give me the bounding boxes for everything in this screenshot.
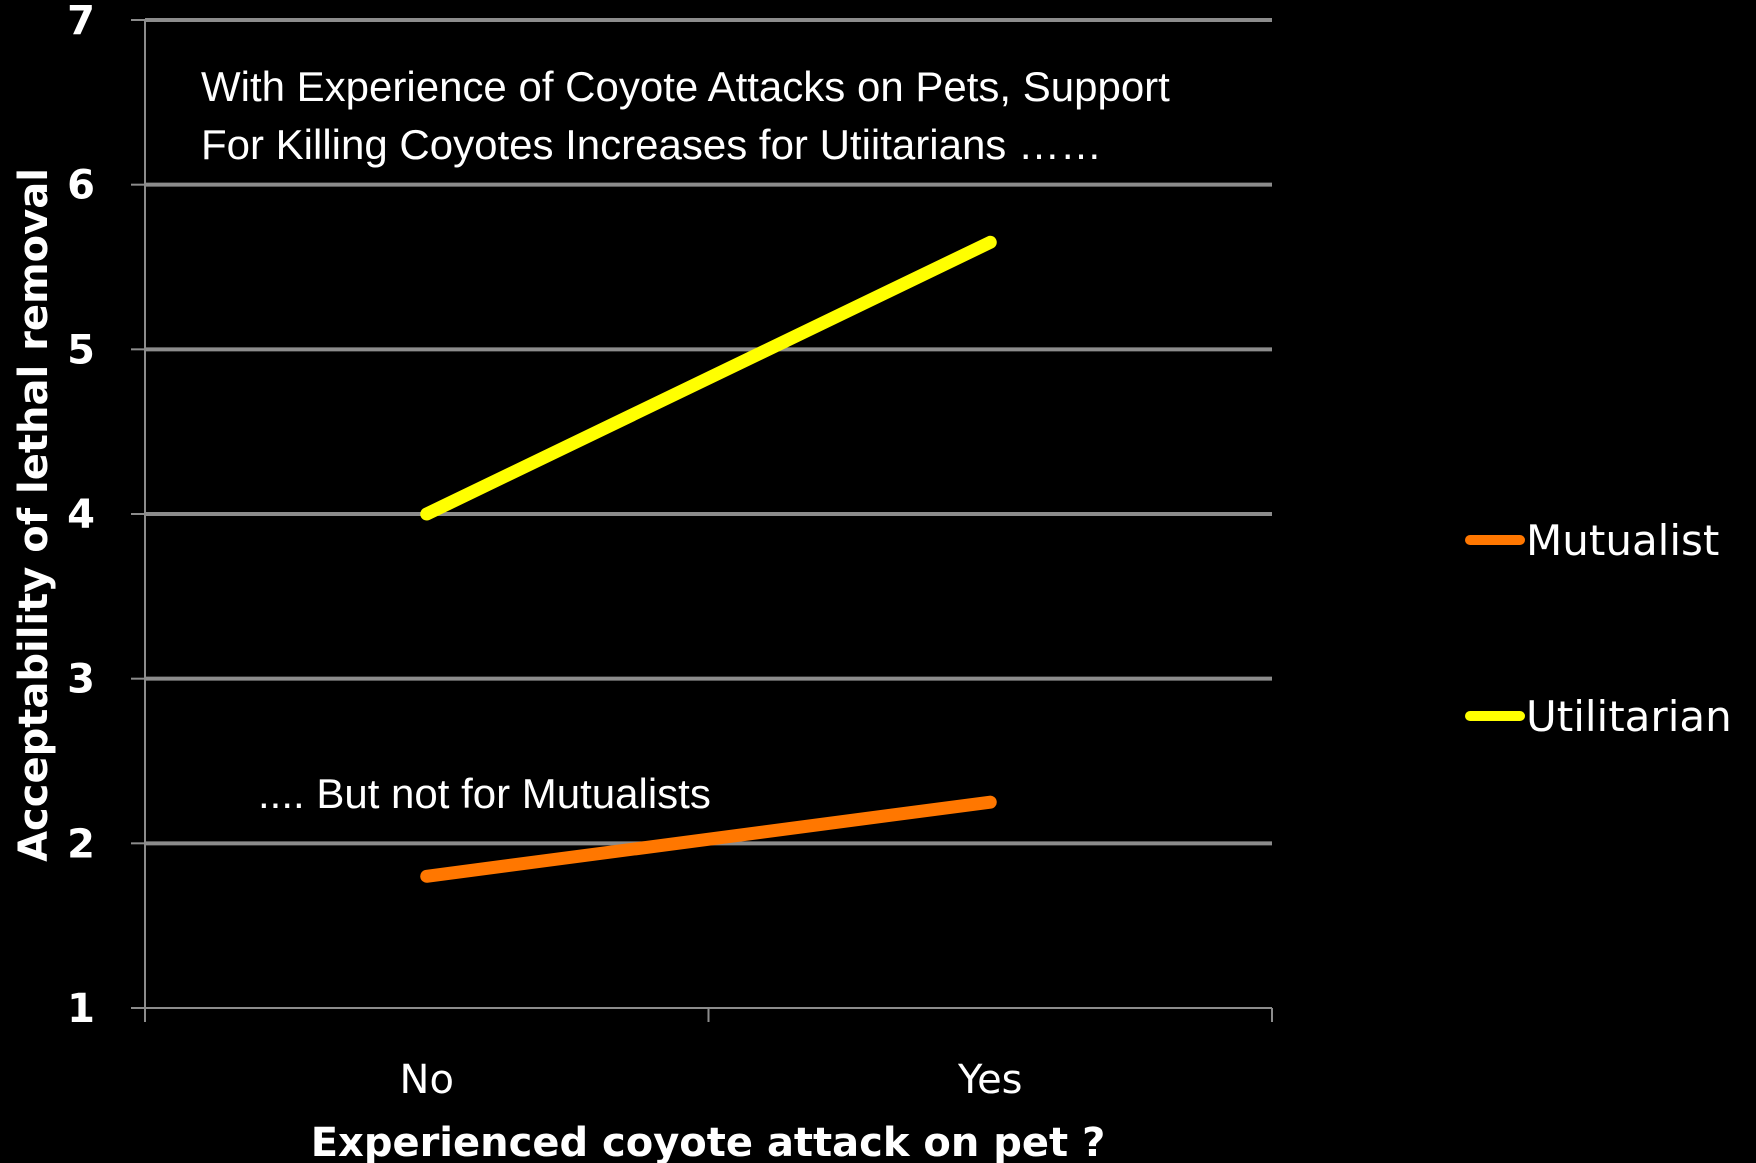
annotation-top-line2: For Killing Coyotes Increases for Utiita… [201, 121, 1102, 168]
legend: Mutualist Utilitarian [1470, 516, 1732, 741]
annotation-bottom: .... But not for Mutualists [258, 770, 711, 817]
x-tick-label-no: No [400, 1057, 454, 1103]
legend-label-mutualist: Mutualist [1526, 516, 1719, 565]
legend-label-utilitarian: Utilitarian [1526, 692, 1732, 741]
y-tick-label-5: 5 [67, 327, 95, 373]
x-axis-title: Experienced coyote attack on pet ? [311, 1120, 1106, 1163]
y-tick-labels: 1 2 3 4 5 6 7 [67, 0, 95, 1032]
y-tick-label-6: 6 [67, 163, 95, 209]
x-tick-labels: No Yes [400, 1057, 1023, 1103]
series-line-utilitarian [427, 242, 991, 514]
annotation-top-line1: With Experience of Coyote Attacks on Pet… [201, 63, 1170, 110]
y-tick-label-2: 2 [67, 821, 95, 867]
y-axis-title: Acceptability of lethal removal [11, 168, 57, 862]
y-tick-label-7: 7 [67, 0, 95, 44]
x-tick-label-yes: Yes [957, 1057, 1023, 1103]
y-tick-label-4: 4 [67, 492, 95, 538]
y-tick-label-3: 3 [67, 657, 95, 703]
y-tick-label-1: 1 [67, 986, 95, 1032]
axes [131, 20, 1272, 1022]
